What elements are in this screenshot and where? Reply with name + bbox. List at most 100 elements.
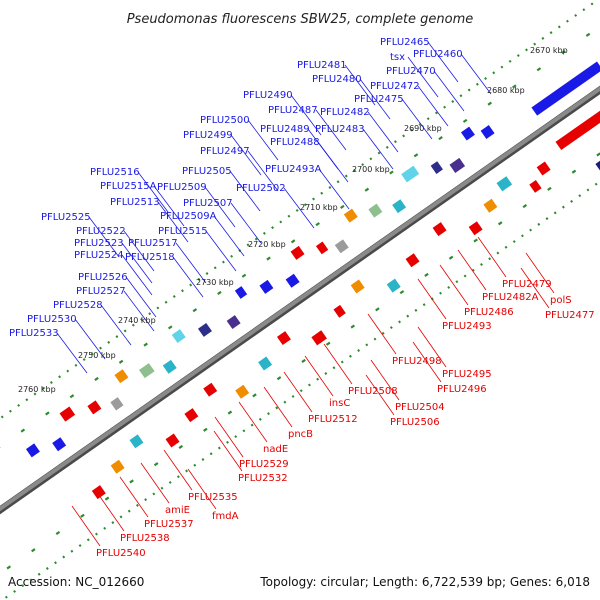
forward-gene-label: PFLU2513	[110, 197, 160, 208]
forward-gene-25	[52, 437, 67, 452]
forward-leader	[125, 276, 157, 318]
forward-gene-label: PFLU2480	[312, 74, 362, 85]
forward-gene-7	[392, 199, 407, 214]
forward-gene-5	[430, 161, 443, 174]
forward-gene-label: PFLU2533	[9, 328, 59, 339]
reverse-leader	[263, 386, 293, 428]
reverse-gene-17	[184, 408, 199, 423]
kbp-label: 2760 kbp	[18, 385, 56, 394]
forward-leader	[247, 150, 279, 192]
tick-ring-dotted	[0, 0, 600, 420]
forward-gene-label: PFLU2530	[27, 314, 77, 325]
forward-leader	[123, 230, 155, 272]
forward-gene-label: PFLU2483	[315, 124, 365, 135]
forward-leader	[229, 170, 261, 212]
reverse-gene-4	[496, 176, 513, 192]
reverse-leader	[417, 278, 447, 320]
forward-gene-1	[531, 61, 600, 116]
kbp-label: 2750 kbp	[78, 351, 116, 360]
reverse-leader	[213, 430, 243, 472]
reverse-gene-5	[483, 198, 498, 213]
reverse-gene-20	[110, 459, 125, 474]
reverse-gene-15	[235, 384, 250, 399]
genome-backbone	[0, 85, 600, 515]
reverse-gene-label: PFLU2529	[239, 459, 289, 470]
forward-gene-label: PFLU2528	[53, 300, 103, 311]
reverse-leader	[370, 359, 400, 401]
forward-leader	[157, 201, 189, 243]
reverse-leader	[323, 343, 353, 385]
reverse-leader	[525, 252, 555, 294]
forward-leader	[230, 202, 262, 244]
forward-gene-3	[460, 126, 475, 141]
reverse-leader	[477, 236, 507, 278]
reverse-gene-21	[91, 485, 106, 500]
tick-ring-dashed	[0, 25, 600, 448]
gene-features	[25, 61, 600, 500]
forward-leader	[213, 215, 245, 257]
reverse-gene-1	[555, 110, 600, 151]
forward-gene-11	[315, 241, 329, 255]
reverse-leader	[412, 341, 442, 383]
forward-leader	[367, 111, 399, 153]
forward-gene-label: PFLU2481	[297, 60, 347, 71]
forward-gene-label: PFLU2487	[268, 105, 318, 116]
reverse-leader	[187, 468, 217, 510]
forward-leader	[74, 318, 106, 360]
forward-gene-label: PFLU2470	[386, 66, 436, 77]
forward-leader	[317, 141, 349, 183]
forward-leader	[123, 290, 155, 332]
reverse-gene-label: PFLU2479	[502, 279, 552, 290]
forward-gene-19	[162, 359, 177, 374]
reverse-gene-label: pncB	[288, 429, 313, 440]
reverse-leader	[304, 355, 334, 397]
forward-gene-24	[59, 406, 76, 422]
forward-gene-18	[171, 329, 186, 344]
forward-gene-22	[110, 397, 124, 411]
reverse-gene-label: PFLU2540	[96, 548, 146, 559]
forward-gene-label: PFLU2507	[183, 198, 233, 209]
forward-gene-label: PFLU2523	[74, 238, 124, 249]
reverse-gene-label: polS	[550, 295, 572, 306]
forward-gene-2	[480, 125, 495, 139]
forward-leader	[290, 94, 322, 136]
forward-leader	[344, 64, 376, 106]
forward-gene-label: PFLU2526	[78, 272, 128, 283]
reverse-leader	[367, 313, 397, 355]
forward-leader	[401, 98, 433, 140]
kbp-label: 2720 kbp	[248, 240, 286, 249]
forward-leader	[88, 216, 120, 258]
reverse-gene-18	[165, 433, 180, 448]
forward-leader	[460, 53, 492, 95]
forward-leader	[283, 187, 315, 229]
forward-gene-label: PFLU2527	[76, 286, 126, 297]
forward-gene-label: PFLU2475	[354, 94, 404, 105]
forward-gene-label: PFLU2482	[320, 107, 370, 118]
forward-gene-16	[226, 315, 241, 330]
forward-gene-15	[234, 286, 248, 299]
kbp-label: 2740 kbp	[118, 316, 156, 325]
reverse-leader	[95, 490, 125, 532]
forward-gene-label: PFLU2472	[370, 81, 420, 92]
kbp-label: 2670 kbp	[530, 46, 568, 55]
label-leaders	[56, 41, 555, 547]
forward-gene-label: PFLU2515A	[100, 181, 157, 192]
reverse-gene-13	[276, 331, 291, 346]
reverse-leader	[283, 371, 313, 413]
reverse-leader	[71, 505, 101, 547]
forward-leader	[175, 242, 207, 284]
forward-leader	[427, 41, 459, 83]
forward-leader	[362, 128, 394, 170]
forward-gene-9	[343, 208, 358, 223]
reverse-leader	[417, 326, 447, 368]
reverse-gene-label: PFLU2496	[437, 384, 487, 395]
forward-leader	[100, 304, 132, 346]
accession-text: Accession: NC_012660	[8, 575, 144, 589]
backbone-line	[0, 86, 600, 512]
forward-gene-label: PFLU2497	[200, 146, 250, 157]
reverse-gene-label: PFLU2495	[442, 369, 492, 380]
forward-gene-label: PFLU2460	[413, 49, 463, 60]
forward-leader	[172, 256, 204, 298]
